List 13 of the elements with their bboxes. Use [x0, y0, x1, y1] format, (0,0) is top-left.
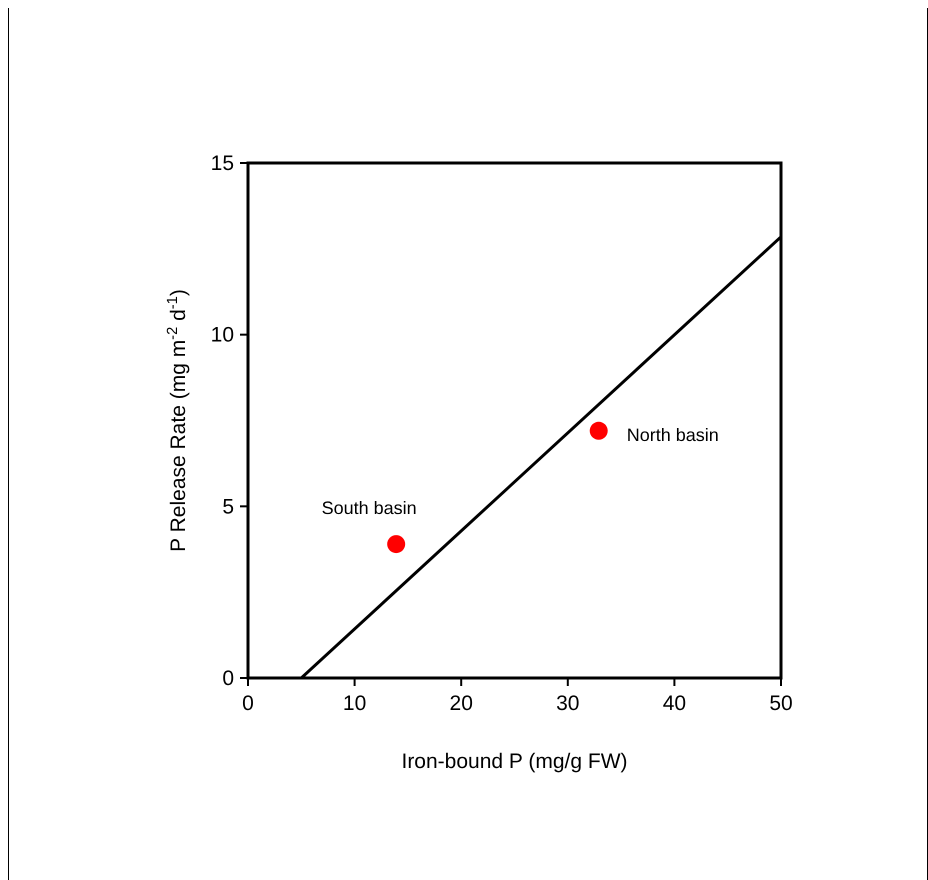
- x-tick-label: 0: [242, 692, 254, 715]
- x-tick-label: 50: [769, 692, 793, 715]
- annotation: North basin: [626, 424, 719, 445]
- x-tick-label: 40: [662, 692, 686, 715]
- x-tick-label: 20: [450, 692, 473, 715]
- y-tick-label: 15: [210, 152, 234, 175]
- x-tick-label: 10: [342, 692, 366, 715]
- y-tick-label: 5: [222, 495, 234, 518]
- x-axis-title: Iron-bound P (mg/g FW): [401, 750, 628, 773]
- y-tick-label: 10: [210, 324, 234, 347]
- x-tick-label: 30: [556, 692, 580, 715]
- y-tick-label: 0: [222, 667, 234, 690]
- annotation: South basin: [322, 498, 417, 518]
